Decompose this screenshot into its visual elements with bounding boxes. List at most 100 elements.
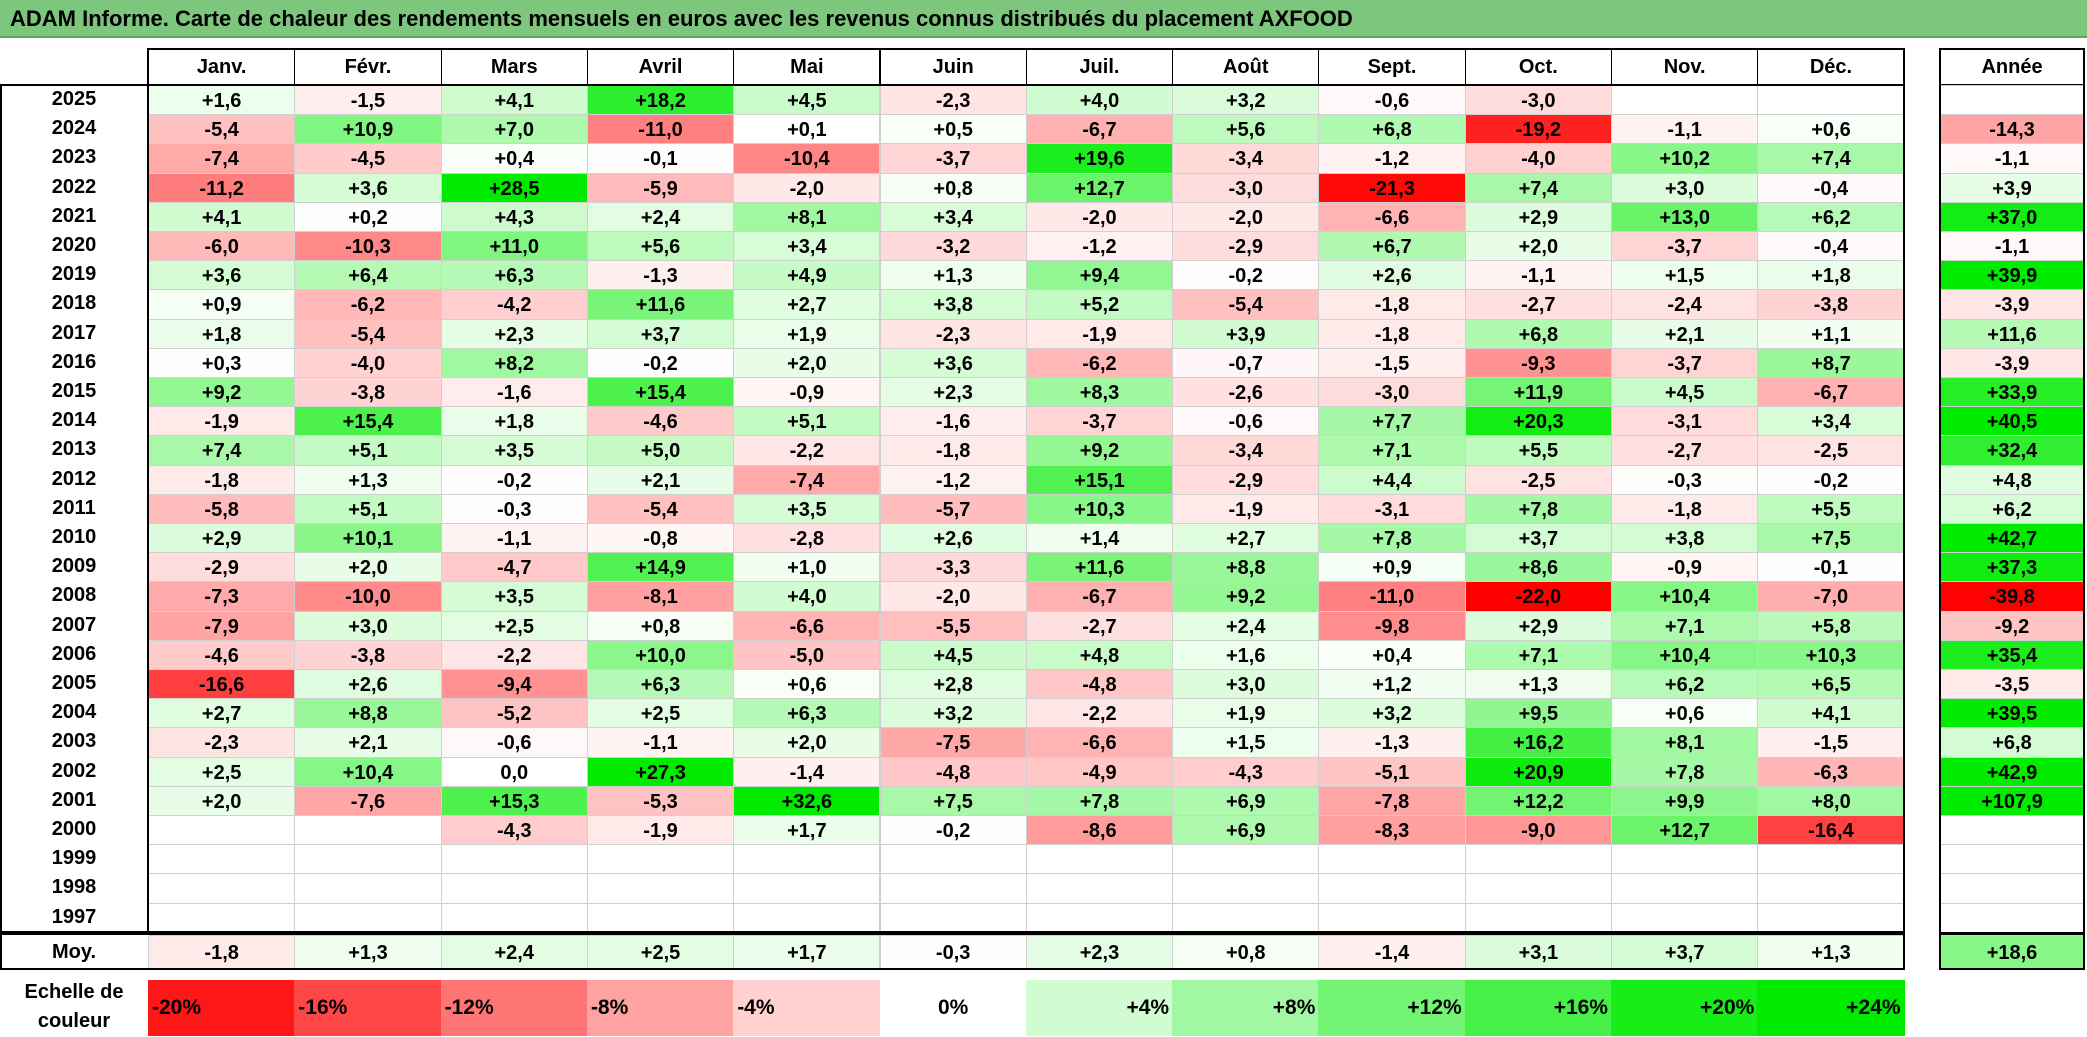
- heatmap-cell: +0,9: [148, 289, 296, 320]
- heatmap-cell: +4,8: [1025, 639, 1174, 670]
- heatmap-cell: +3,5: [733, 493, 881, 524]
- color-scale-item: -4%: [733, 980, 881, 1036]
- heatmap-cell: -1,8: [1611, 493, 1759, 524]
- heatmap-cell: +0,6: [1757, 114, 1905, 145]
- chart-title: ADAM Informe. Carte de chaleur des rende…: [10, 6, 1353, 31]
- heatmap-cell: -16,6: [148, 669, 296, 700]
- average-cell: -0,3: [879, 935, 1027, 969]
- heatmap-cell: +3,5: [440, 581, 588, 612]
- color-scale-item: +20%: [1611, 980, 1759, 1036]
- heatmap-cell: -1,4: [733, 756, 881, 787]
- color-scale-item: +4%: [1025, 980, 1174, 1036]
- color-scale-item: 0%: [879, 980, 1027, 1036]
- heatmap-cell: -3,7: [1025, 406, 1174, 437]
- annual-cell: [1940, 902, 2084, 933]
- heatmap-cell: -5,1: [1318, 756, 1466, 787]
- heatmap-cell: -0,3: [440, 493, 588, 524]
- month-header: Sept.: [1318, 48, 1466, 85]
- heatmap-cell: +3,5: [440, 435, 588, 466]
- heatmap-cell: -1,2: [1025, 231, 1174, 262]
- heatmap-cell: -0,2: [879, 815, 1027, 846]
- heatmap-cell: +9,4: [1025, 260, 1174, 291]
- heatmap-cell: +8,1: [1611, 727, 1759, 758]
- heatmap-cell: +8,0: [1757, 785, 1905, 816]
- heatmap-cell: +3,6: [879, 347, 1027, 378]
- heatmap-cell: +0,8: [879, 172, 1027, 203]
- heatmap-cell: +4,5: [1611, 377, 1759, 408]
- heatmap-cell: +1,8: [148, 318, 296, 349]
- heatmap-cell: [879, 873, 1027, 904]
- heatmap-cell: +5,5: [1464, 435, 1612, 466]
- heatmap-cell: -5,8: [148, 493, 296, 524]
- heatmap-cell: +6,4: [294, 260, 442, 291]
- heatmap-cell: -0,2: [1172, 260, 1320, 291]
- heatmap-cell: +3,6: [294, 172, 442, 203]
- average-cell: +3,7: [1611, 935, 1759, 969]
- heatmap-cell: +10,4: [294, 756, 442, 787]
- heatmap-cell: -1,1: [1611, 114, 1759, 145]
- heatmap-cell: [1611, 844, 1759, 875]
- heatmap-cell: [1757, 844, 1905, 875]
- heatmap-cell: +8,2: [440, 347, 588, 378]
- heatmap-cell: +3,0: [1611, 172, 1759, 203]
- heatmap-cell: -0,3: [1611, 464, 1759, 495]
- heatmap-cell: +6,9: [1172, 815, 1320, 846]
- heatmap-cell: -0,4: [1757, 172, 1905, 203]
- annual-cell: +11,6: [1940, 318, 2084, 349]
- heatmap-cell: -2,0: [1172, 201, 1320, 232]
- heatmap-cell: +1,6: [148, 85, 296, 116]
- heatmap-cell: -2,9: [148, 552, 296, 583]
- heatmap-cell: +2,4: [1172, 610, 1320, 641]
- heatmap-cell: [1318, 873, 1466, 904]
- heatmap-cell: +1,8: [1757, 260, 1905, 291]
- heatmap-cell: +12,7: [1025, 172, 1174, 203]
- annual-cell: +4,8: [1940, 464, 2084, 495]
- heatmap-cell: -0,1: [586, 143, 735, 174]
- heatmap-cell: -1,5: [294, 85, 442, 116]
- average-cell: +1,3: [1757, 935, 1905, 969]
- heatmap-cell: [1025, 873, 1174, 904]
- year-label: 2005: [51, 672, 97, 694]
- heatmap-cell: +4,0: [1025, 85, 1174, 116]
- month-header: Mars: [440, 48, 588, 85]
- heatmap-cell: +15,3: [440, 785, 588, 816]
- year-label: 2010: [51, 526, 97, 548]
- heatmap-cell: +3,9: [1172, 318, 1320, 349]
- heatmap-cell: +8,3: [1025, 377, 1174, 408]
- color-scale-item: -8%: [586, 980, 735, 1036]
- heatmap-cell: +1,9: [1172, 698, 1320, 729]
- heatmap-cell: -10,4: [733, 143, 881, 174]
- month-header: Oct.: [1464, 48, 1612, 85]
- heatmap-cell: -0,1: [1757, 552, 1905, 583]
- heatmap-cell: +2,5: [148, 756, 296, 787]
- heatmap-cell: -4,3: [440, 815, 588, 846]
- heatmap-cell: +0,2: [294, 201, 442, 232]
- heatmap-cell: -4,7: [440, 552, 588, 583]
- heatmap-cell: [586, 902, 735, 933]
- heatmap-cell: +10,2: [1611, 143, 1759, 174]
- heatmap-cell: -5,4: [1172, 289, 1320, 320]
- heatmap-cell: +6,3: [440, 260, 588, 291]
- heatmap-cell: -3,4: [1172, 143, 1320, 174]
- heatmap-cell: -1,6: [440, 377, 588, 408]
- color-scale-item: -12%: [440, 980, 588, 1036]
- heatmap-cell: [440, 902, 588, 933]
- heatmap-cell: +0,6: [1611, 698, 1759, 729]
- heatmap-cell: +9,2: [1172, 581, 1320, 612]
- heatmap-cell: +7,8: [1611, 756, 1759, 787]
- heatmap-cell: -1,5: [1757, 727, 1905, 758]
- annual-cell: [1940, 844, 2084, 875]
- heatmap-cell: +2,0: [733, 727, 881, 758]
- heatmap-cell: +1,0: [733, 552, 881, 583]
- heatmap-cell: -6,3: [1757, 756, 1905, 787]
- heatmap-cell: -7,0: [1757, 581, 1905, 612]
- heatmap-cell: +5,0: [586, 435, 735, 466]
- heatmap-cell: [879, 844, 1027, 875]
- heatmap-cell: +12,2: [1464, 785, 1612, 816]
- heatmap-cell: +3,8: [879, 289, 1027, 320]
- heatmap-cell: -4,6: [586, 406, 735, 437]
- heatmap-cell: +14,9: [586, 552, 735, 583]
- heatmap-cell: -6,2: [1025, 347, 1174, 378]
- heatmap-cell: -0,2: [440, 464, 588, 495]
- heatmap-cell: +5,5: [1757, 493, 1905, 524]
